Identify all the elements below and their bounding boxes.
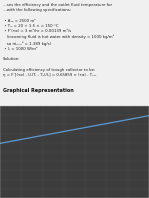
Text: Graphical Representation: Graphical Representation (3, 88, 74, 93)
Text: ...ses the efficiency and the outlet fluid temperature for
...with the following: ...ses the efficiency and the outlet flu… (3, 3, 114, 77)
